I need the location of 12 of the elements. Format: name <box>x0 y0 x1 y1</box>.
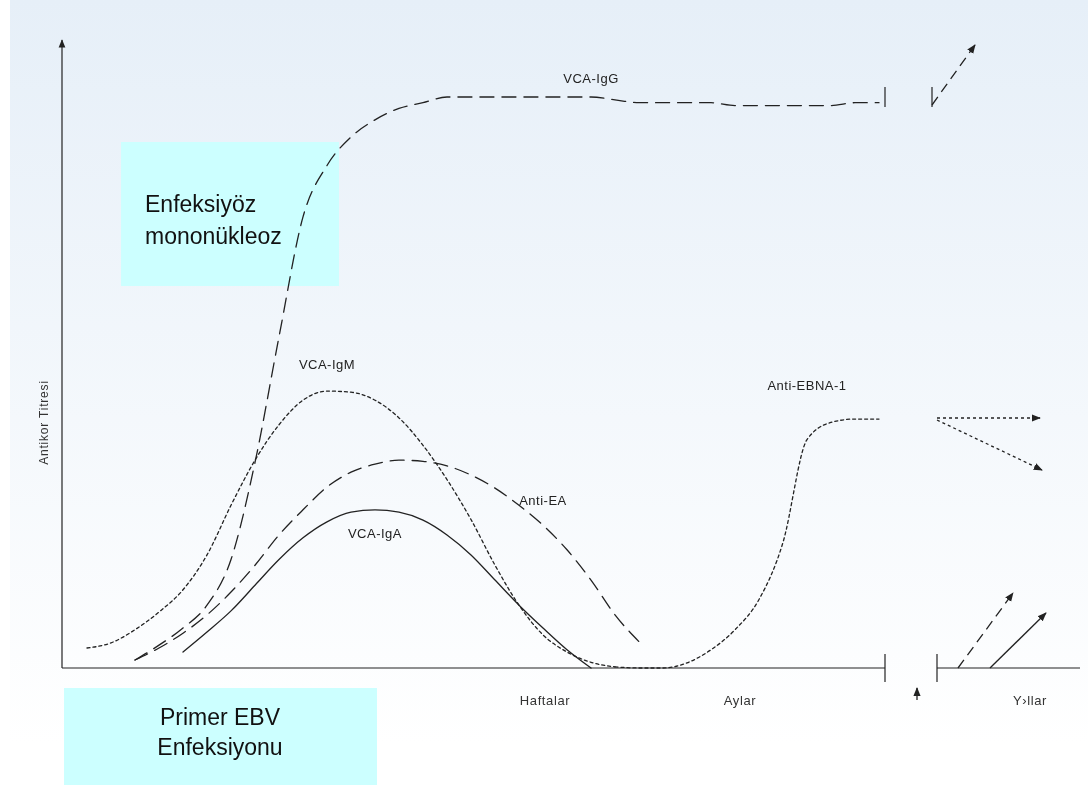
annotation: Enfeksiyöz mononükleoz <box>145 191 282 249</box>
text: Aylar <box>723 693 757 708</box>
text: Y›llar <box>1013 693 1048 708</box>
series-label: VCA-IgM <box>298 357 356 373</box>
series-label: VCA-IgG <box>563 71 619 86</box>
y-axis-title: Antikor Titresi <box>37 380 51 465</box>
series-label: Anti-EA <box>519 493 567 509</box>
text: Anti-EBNA-1 <box>767 377 847 393</box>
note-box: Enfeksiyöz mononükleoz <box>121 142 339 286</box>
text: Haftalar <box>519 693 571 708</box>
note-box: Primer EBV Enfeksiyonu <box>64 688 377 785</box>
series-label: VCA-IgA <box>347 525 403 541</box>
